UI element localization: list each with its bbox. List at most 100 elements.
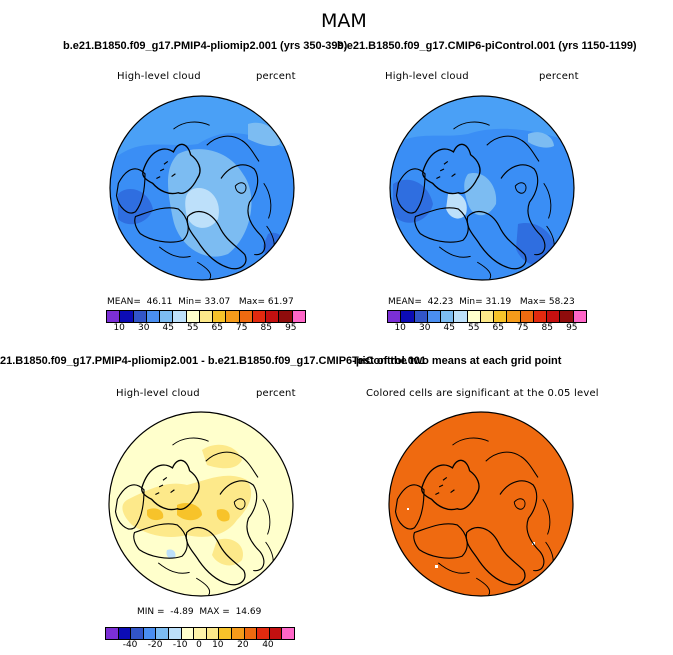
colorbar-tick-label: 85	[541, 323, 554, 333]
stat-mean-value: 42.23	[427, 297, 454, 307]
colorbar-tick-label: 75	[517, 323, 529, 333]
stat-label: Min=	[459, 297, 483, 307]
stat-label: MEAN=	[107, 297, 141, 307]
colorbar-swatch	[219, 628, 232, 639]
colorbar-swatch	[118, 628, 132, 639]
stat-label: Max=	[238, 297, 266, 307]
colorbar-tick-label: 30	[137, 323, 150, 333]
colorbar-tick-label: 40	[262, 640, 274, 650]
colorbar-swatch	[292, 311, 305, 322]
colorbar-tick-label: 75	[236, 323, 248, 333]
colorbar-swatch	[133, 311, 147, 322]
colorbar-swatch	[467, 311, 481, 322]
colorbar-tick-label: 10	[113, 323, 125, 333]
colorbar-swatch	[146, 311, 161, 322]
panel-2-colorbar	[387, 310, 587, 323]
stat-label: Min=	[178, 297, 202, 307]
colorbar-swatch	[131, 628, 144, 639]
stat-label: MEAN=	[388, 297, 422, 307]
colorbar-swatch	[279, 311, 293, 322]
colorbar-swatch	[401, 311, 415, 322]
colorbar-tick-label: 45	[162, 323, 174, 333]
colorbar-swatch	[156, 628, 169, 639]
colorbar-swatch	[173, 311, 187, 322]
stat-label: MAX =	[199, 607, 230, 617]
season-title: MAM	[321, 10, 367, 32]
colorbar-tick-label: 65	[492, 323, 504, 333]
colorbar-swatch	[266, 311, 280, 322]
panel-2-units: percent	[539, 71, 579, 82]
colorbar-swatch	[199, 311, 214, 322]
colorbar-swatch	[181, 628, 195, 639]
colorbar-tick-label: 85	[260, 323, 273, 333]
colorbar-swatch	[520, 311, 534, 322]
colorbar-swatch	[547, 311, 561, 322]
colorbar-swatch	[206, 628, 220, 639]
colorbar-swatch	[480, 311, 495, 322]
panel-1-stats: MEAN= 46.11 Min= 33.07 Max= 61.97	[107, 297, 294, 307]
colorbar-tick-label: 55	[187, 323, 199, 333]
panel-4-case-title: Test of the two means at each grid point	[352, 355, 562, 367]
colorbar-tick-label: 10	[394, 323, 406, 333]
panel-1-variable: High-level cloud	[117, 71, 201, 82]
colorbar-swatch	[257, 628, 270, 639]
panel-3-units: percent	[256, 388, 296, 399]
colorbar-swatch	[143, 628, 157, 639]
colorbar-swatch	[454, 311, 468, 322]
colorbar-swatch	[507, 311, 521, 322]
colorbar-swatch	[427, 311, 442, 322]
panel-1-colorbar	[106, 310, 306, 323]
panel-2-map	[389, 95, 575, 281]
colorbar-tick-label: 30	[418, 323, 431, 333]
stat-min-value: 31.19	[485, 297, 512, 307]
panel-2-stats: MEAN= 42.23 Min= 31.19 Max= 58.23	[388, 297, 575, 307]
colorbar-swatch	[494, 311, 508, 322]
colorbar-swatch	[244, 628, 258, 639]
colorbar-tick-label: 55	[468, 323, 480, 333]
colorbar-swatch	[231, 628, 245, 639]
colorbar-tick-label: 20	[237, 640, 249, 650]
colorbar-swatch	[107, 311, 121, 322]
panel-3-case-title: 21.B1850.f09_g17.PMIP4-pliomip2.001 - b.…	[0, 355, 427, 367]
panel-3-variable: High-level cloud	[116, 388, 200, 399]
colorbar-swatch	[213, 311, 227, 322]
panel-2-case-title: b.e21.B1850.f09_g17.CMIP6-piControl.001 …	[337, 40, 637, 52]
colorbar-tick-label: 10	[212, 640, 224, 650]
colorbar-swatch	[120, 311, 134, 322]
colorbar-swatch	[106, 628, 119, 639]
stat-max-value: 14.69	[235, 607, 262, 617]
stat-mean-value: 46.11	[146, 297, 173, 307]
stat-min-value: 33.07	[204, 297, 231, 307]
colorbar-swatch	[252, 311, 267, 322]
colorbar-swatch	[414, 311, 428, 322]
colorbar-swatch	[168, 628, 182, 639]
colorbar-tick-label: 95	[285, 323, 297, 333]
panel-3-map	[108, 411, 294, 597]
colorbar-tick-label: -40	[122, 640, 138, 650]
stat-label: Max=	[519, 297, 547, 307]
colorbar-tick-label: 0	[196, 640, 202, 650]
colorbar-swatch	[533, 311, 548, 322]
colorbar-tick-label: 45	[443, 323, 455, 333]
colorbar-swatch	[441, 311, 455, 322]
stat-max-value: 58.23	[548, 297, 575, 307]
stat-max-value: 61.97	[267, 297, 294, 307]
colorbar-swatch	[239, 311, 253, 322]
panel-4-map	[388, 411, 574, 597]
panel-1-map	[109, 95, 295, 281]
colorbar-swatch	[226, 311, 240, 322]
panel-1-case-title: b.e21.B1850.f09_g17.PMIP4-pliomip2.001 (…	[63, 40, 348, 52]
colorbar-swatch	[160, 311, 174, 322]
colorbar-swatch	[573, 311, 586, 322]
panel-3-stats: MIN = -4.89 MAX = 14.69	[137, 607, 261, 617]
colorbar-tick-label: 95	[566, 323, 578, 333]
colorbar-swatch	[282, 628, 294, 639]
colorbar-swatch	[186, 311, 200, 322]
panel-2-variable: High-level cloud	[385, 71, 469, 82]
colorbar-tick-label: -20	[147, 640, 163, 650]
panel-4-note: Colored cells are significant at the 0.0…	[366, 388, 599, 399]
colorbar-tick-label: -10	[172, 640, 188, 650]
stat-label: MIN =	[137, 607, 165, 617]
colorbar-swatch	[560, 311, 574, 322]
colorbar-swatch	[194, 628, 207, 639]
